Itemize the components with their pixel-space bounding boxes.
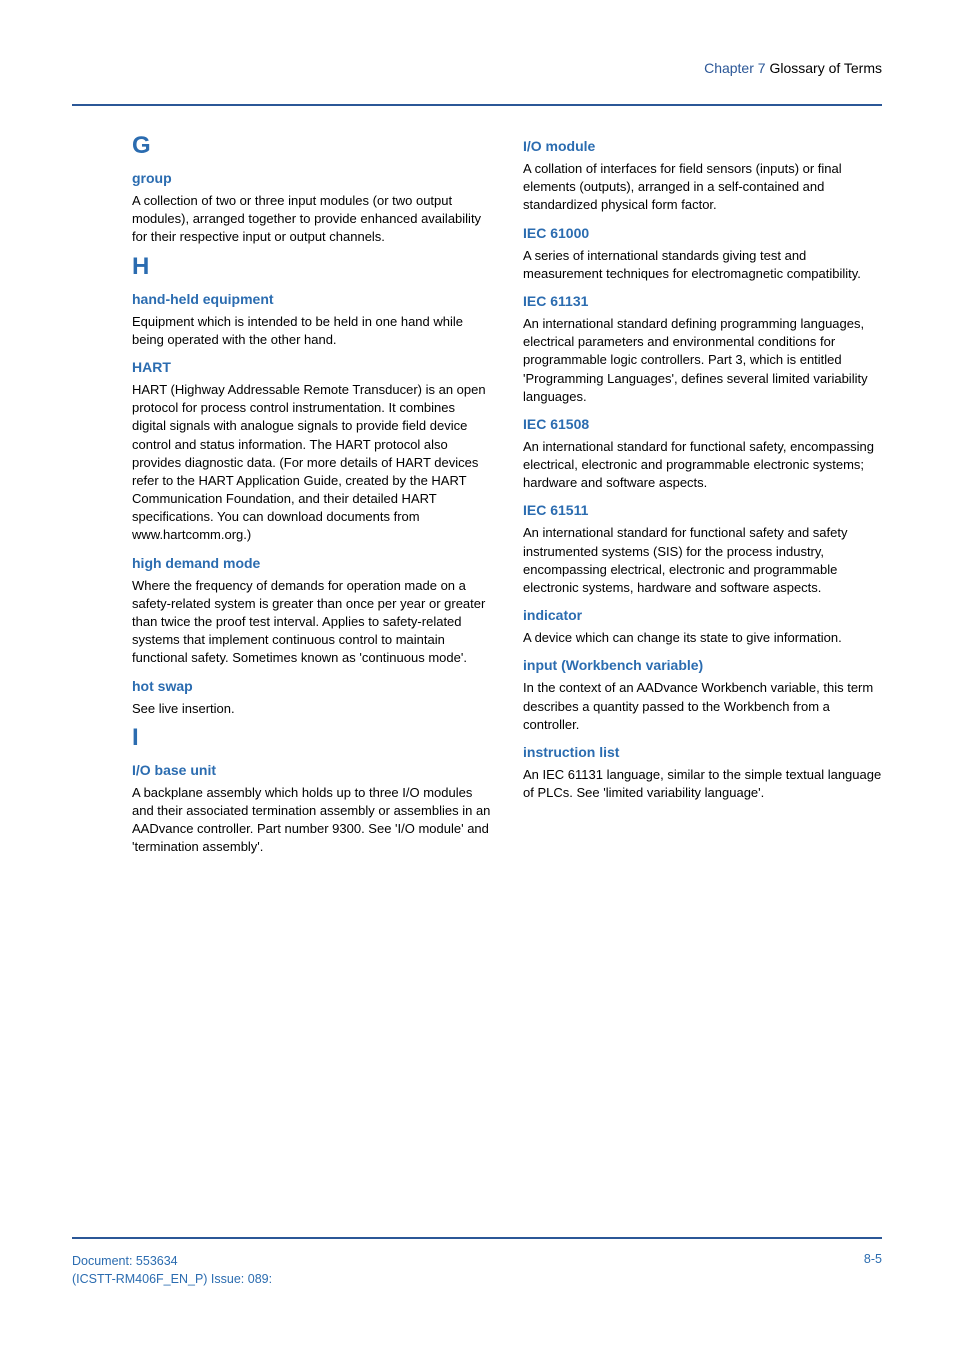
chapter-label: Chapter 7 (704, 60, 769, 76)
glossary-definition: A collation of interfaces for field sens… (523, 160, 882, 215)
bottom-divider (72, 1237, 882, 1239)
glossary-definition: See live insertion. (132, 700, 491, 718)
glossary-definition: Where the frequency of demands for opera… (132, 577, 491, 668)
top-divider (72, 104, 882, 106)
glossary-term: group (132, 170, 491, 186)
glossary-term: high demand mode (132, 555, 491, 571)
right-column: I/O module A collation of interfaces for … (523, 128, 882, 863)
glossary-term: HART (132, 359, 491, 375)
footer-doc-info: Document: 553634 (ICSTT-RM406F_EN_P) Iss… (72, 1252, 272, 1290)
glossary-term: IEC 61511 (523, 502, 882, 518)
chapter-header: Chapter 7 Glossary of Terms (72, 60, 882, 76)
letter-heading: H (132, 253, 491, 281)
glossary-definition: An international standard for functional… (523, 524, 882, 597)
glossary-definition: An IEC 61131 language, similar to the si… (523, 766, 882, 802)
glossary-definition: HART (Highway Addressable Remote Transdu… (132, 381, 491, 545)
chapter-title: Glossary of Terms (769, 60, 882, 76)
glossary-term: hot swap (132, 678, 491, 694)
left-column: Ggroup A collection of two or three input… (132, 128, 491, 863)
glossary-term: hand-held equipment (132, 291, 491, 307)
glossary-term: input (Workbench variable) (523, 657, 882, 673)
glossary-definition: In the context of an AADvance Workbench … (523, 679, 882, 734)
glossary-definition: An international standard defining progr… (523, 315, 882, 406)
glossary-definition: Equipment which is intended to be held i… (132, 313, 491, 349)
doc-number: Document: 553634 (72, 1252, 272, 1271)
page-footer: Document: 553634 (ICSTT-RM406F_EN_P) Iss… (72, 1252, 882, 1290)
glossary-definition: A collection of two or three input modul… (132, 192, 491, 247)
glossary-term: I/O module (523, 138, 882, 154)
glossary-term: IEC 61000 (523, 225, 882, 241)
glossary-definition: A series of international standards givi… (523, 247, 882, 283)
glossary-content: Ggroup A collection of two or three input… (72, 128, 882, 863)
glossary-term: I/O base unit (132, 762, 491, 778)
glossary-definition: A device which can change its state to g… (523, 629, 882, 647)
glossary-term: IEC 61131 (523, 293, 882, 309)
glossary-term: instruction list (523, 744, 882, 760)
glossary-definition: An international standard for functional… (523, 438, 882, 493)
page-number: 8-5 (864, 1252, 882, 1290)
letter-heading: I (132, 724, 491, 752)
glossary-term: IEC 61508 (523, 416, 882, 432)
glossary-term: indicator (523, 607, 882, 623)
letter-heading: G (132, 132, 491, 160)
doc-issue: (ICSTT-RM406F_EN_P) Issue: 089: (72, 1270, 272, 1289)
glossary-definition: A backplane assembly which holds up to t… (132, 784, 491, 857)
